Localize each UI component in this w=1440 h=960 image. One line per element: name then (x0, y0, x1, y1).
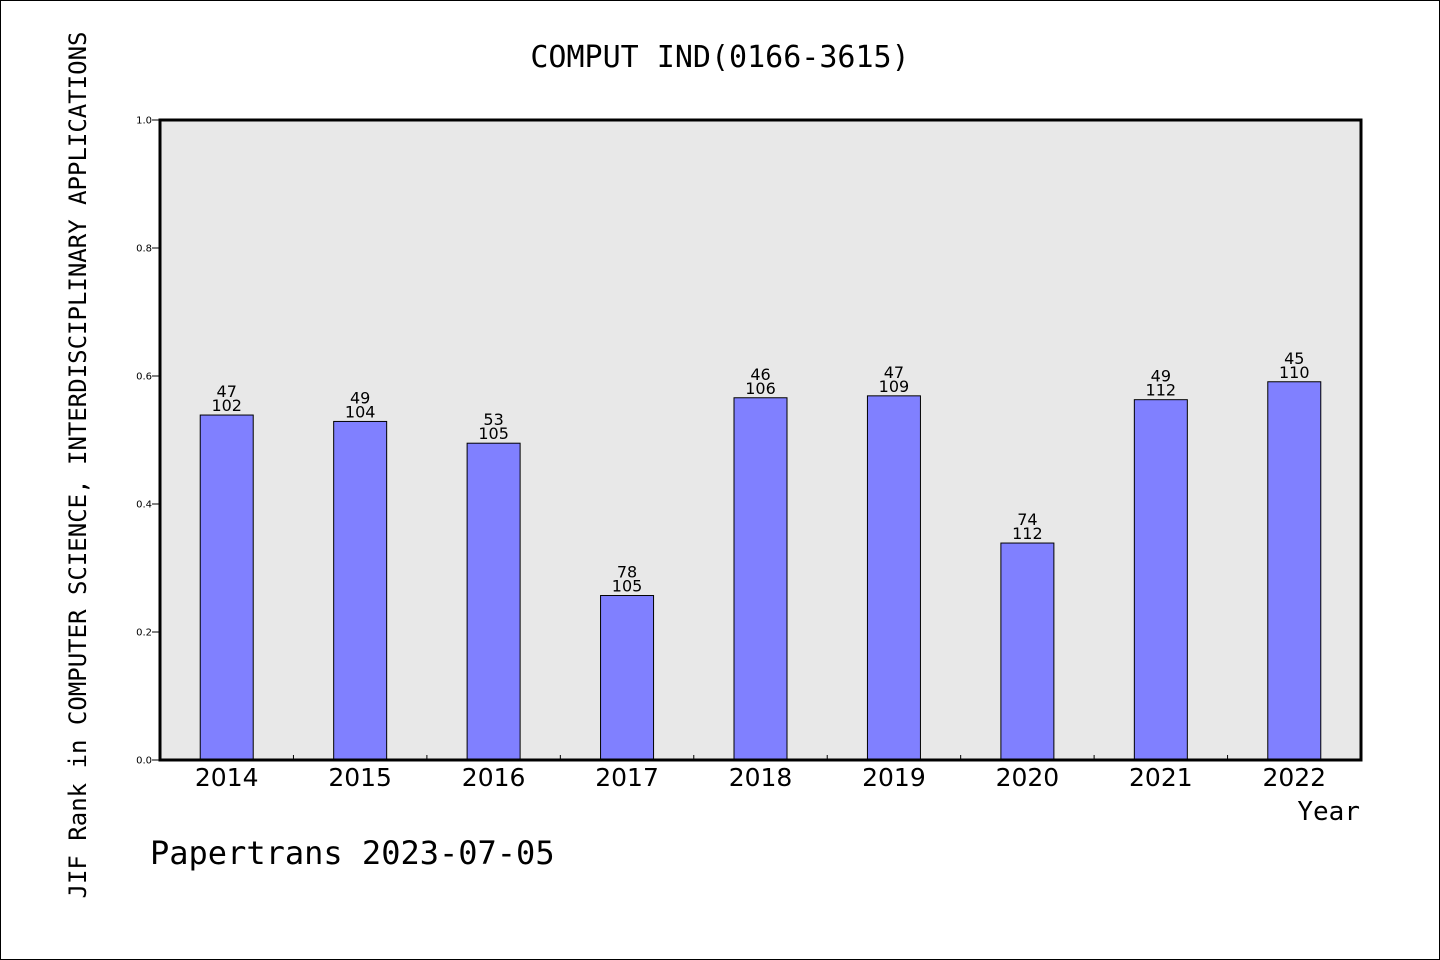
bar-total-label: 104 (345, 402, 376, 421)
bar-total-label: 105 (612, 577, 643, 596)
y-tick-label: 0.4 (136, 500, 152, 511)
y-tick-label: 0.6 (136, 372, 152, 383)
x-tick-label: 2022 (1262, 763, 1326, 792)
x-axis-label: Year (1297, 797, 1360, 827)
x-tick-label: 2021 (1129, 763, 1193, 792)
bar-total-label: 110 (1279, 363, 1310, 382)
bar (733, 397, 788, 761)
bar (1000, 542, 1055, 761)
bar-rank-label: 78 (617, 563, 637, 582)
footer-credit: Papertrans 2023-07-05 (150, 834, 555, 872)
bar-rank-label: 53 (483, 410, 503, 429)
bar-total-label: 106 (745, 379, 776, 398)
x-tick-label: 2019 (862, 763, 926, 792)
bar-total-label: 102 (211, 396, 242, 415)
bar-total-label: 109 (879, 377, 910, 396)
bar-rank-label: 49 (350, 388, 370, 407)
bar (466, 442, 521, 761)
bar-total-label: 112 (1012, 524, 1043, 543)
x-tick-label: 2016 (462, 763, 526, 792)
bar-rank-label: 74 (1017, 510, 1037, 529)
x-tick-label: 2018 (729, 763, 793, 792)
bar (1267, 381, 1322, 761)
bar (199, 414, 254, 761)
bar (600, 595, 655, 761)
bar (1133, 399, 1188, 761)
x-tick-label: 2017 (595, 763, 659, 792)
bar-total-label: 105 (478, 424, 509, 443)
bar-rank-label: 47 (884, 363, 904, 382)
y-tick-label: 0.8 (136, 244, 152, 255)
x-tick-label: 2014 (195, 763, 259, 792)
y-axis-label: JIF Rank in COMPUTER SCIENCE, INTERDISCI… (64, 32, 92, 899)
bar-total-label: 112 (1146, 381, 1177, 400)
bar-rank-label: 46 (750, 365, 770, 384)
bar (866, 395, 921, 761)
plot-border (158, 118, 1363, 762)
x-tick-label: 2020 (996, 763, 1060, 792)
bar-rank-label: 47 (217, 382, 237, 401)
bar (333, 420, 388, 761)
bar-rank-label: 45 (1284, 349, 1304, 368)
x-tick-label: 2015 (328, 763, 392, 792)
bar-rank-label: 49 (1151, 367, 1171, 386)
chart-title: COMPUT IND(0166-3615) (530, 40, 909, 75)
y-tick-label: 1.0 (136, 116, 152, 127)
y-tick-label: 0.0 (136, 756, 152, 767)
y-tick-label: 0.2 (136, 628, 152, 639)
